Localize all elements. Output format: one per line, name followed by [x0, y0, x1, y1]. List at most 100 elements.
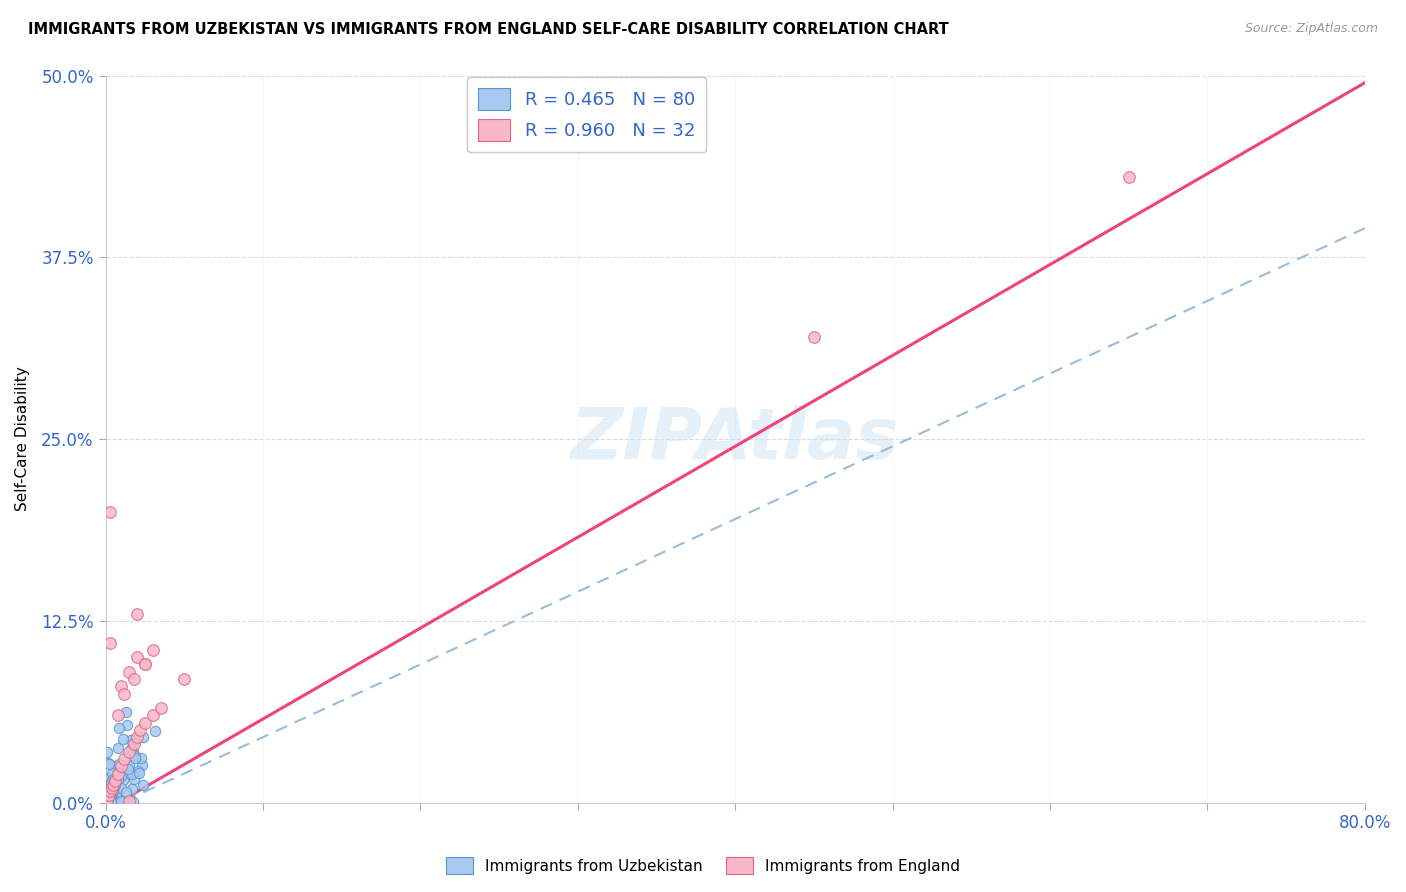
Point	[129, 723, 152, 737]
Point	[105, 795, 128, 809]
Point	[124, 772, 146, 786]
Text: ZIPAtlas: ZIPAtlas	[571, 405, 900, 474]
Text: IMMIGRANTS FROM UZBEKISTAN VS IMMIGRANTS FROM ENGLAND SELF-CARE DISABILITY CORRE: IMMIGRANTS FROM UZBEKISTAN VS IMMIGRANTS…	[28, 22, 949, 37]
Point	[103, 759, 125, 773]
Point	[107, 795, 129, 809]
Point	[134, 715, 156, 730]
Point	[120, 733, 142, 747]
Point	[101, 780, 124, 795]
Point	[96, 795, 118, 809]
Point	[108, 721, 131, 735]
Point	[96, 795, 118, 809]
Point	[122, 744, 145, 758]
Point	[115, 795, 138, 809]
Point	[104, 778, 127, 792]
Point	[96, 795, 118, 809]
Point	[105, 795, 128, 809]
Point	[104, 789, 127, 804]
Point	[114, 795, 136, 809]
Point	[121, 767, 143, 781]
Legend: Immigrants from Uzbekistan, Immigrants from England: Immigrants from Uzbekistan, Immigrants f…	[440, 851, 966, 880]
Point	[104, 769, 127, 783]
Point	[112, 732, 135, 747]
Point	[98, 756, 121, 771]
Point	[97, 756, 120, 770]
Point	[100, 795, 122, 809]
Point	[118, 745, 141, 759]
Point	[112, 687, 135, 701]
Point	[127, 764, 149, 778]
Point	[98, 505, 121, 519]
Point	[101, 784, 124, 798]
Legend: R = 0.465   N = 80, R = 0.960   N = 32: R = 0.465 N = 80, R = 0.960 N = 32	[467, 78, 706, 152]
Point	[100, 795, 122, 809]
Point	[124, 751, 146, 765]
Point	[101, 766, 124, 780]
Point	[105, 768, 128, 782]
Point	[103, 778, 125, 792]
Point	[111, 773, 134, 788]
Point	[112, 752, 135, 766]
Point	[100, 776, 122, 790]
Point	[103, 795, 125, 809]
Point	[117, 758, 139, 772]
Point	[121, 781, 143, 796]
Point	[97, 783, 120, 797]
Point	[131, 757, 153, 772]
Point	[103, 795, 125, 809]
Point	[125, 650, 148, 665]
Point	[97, 782, 120, 797]
Point	[110, 769, 132, 783]
Point	[96, 745, 118, 759]
Point	[98, 635, 121, 649]
Point	[104, 787, 127, 801]
Point	[131, 779, 153, 793]
Point	[98, 791, 121, 805]
Point	[94, 794, 117, 808]
Point	[1118, 170, 1140, 185]
Point	[118, 665, 141, 679]
Point	[100, 790, 122, 805]
Point	[98, 795, 121, 809]
Point	[117, 762, 139, 776]
Point	[149, 701, 172, 715]
Point	[112, 795, 135, 809]
Point	[107, 766, 129, 780]
Point	[114, 763, 136, 777]
Point	[105, 774, 128, 789]
Point	[104, 773, 127, 788]
Point	[110, 759, 132, 773]
Point	[142, 708, 165, 723]
Point	[114, 706, 136, 720]
Point	[98, 771, 121, 785]
Point	[134, 657, 156, 672]
Point	[122, 672, 145, 686]
Point	[110, 794, 132, 808]
Point	[98, 795, 121, 809]
Point	[110, 780, 132, 795]
Y-axis label: Self-Care Disability: Self-Care Disability	[15, 367, 30, 511]
Text: Source: ZipAtlas.com: Source: ZipAtlas.com	[1244, 22, 1378, 36]
Point	[117, 718, 139, 732]
Point	[97, 789, 120, 803]
Point	[143, 724, 166, 739]
Point	[114, 795, 136, 809]
Point	[142, 643, 165, 657]
Point	[98, 795, 121, 809]
Point	[96, 795, 118, 809]
Point	[101, 773, 124, 788]
Point	[107, 772, 129, 786]
Point	[122, 738, 145, 752]
Point	[128, 765, 150, 780]
Point	[103, 781, 125, 796]
Point	[98, 784, 121, 798]
Point	[101, 784, 124, 798]
Point	[98, 795, 121, 809]
Point	[107, 708, 129, 723]
Point	[114, 785, 136, 799]
Point	[108, 756, 131, 771]
Point	[108, 768, 131, 782]
Point	[129, 751, 152, 765]
Point	[110, 795, 132, 809]
Point	[101, 780, 124, 795]
